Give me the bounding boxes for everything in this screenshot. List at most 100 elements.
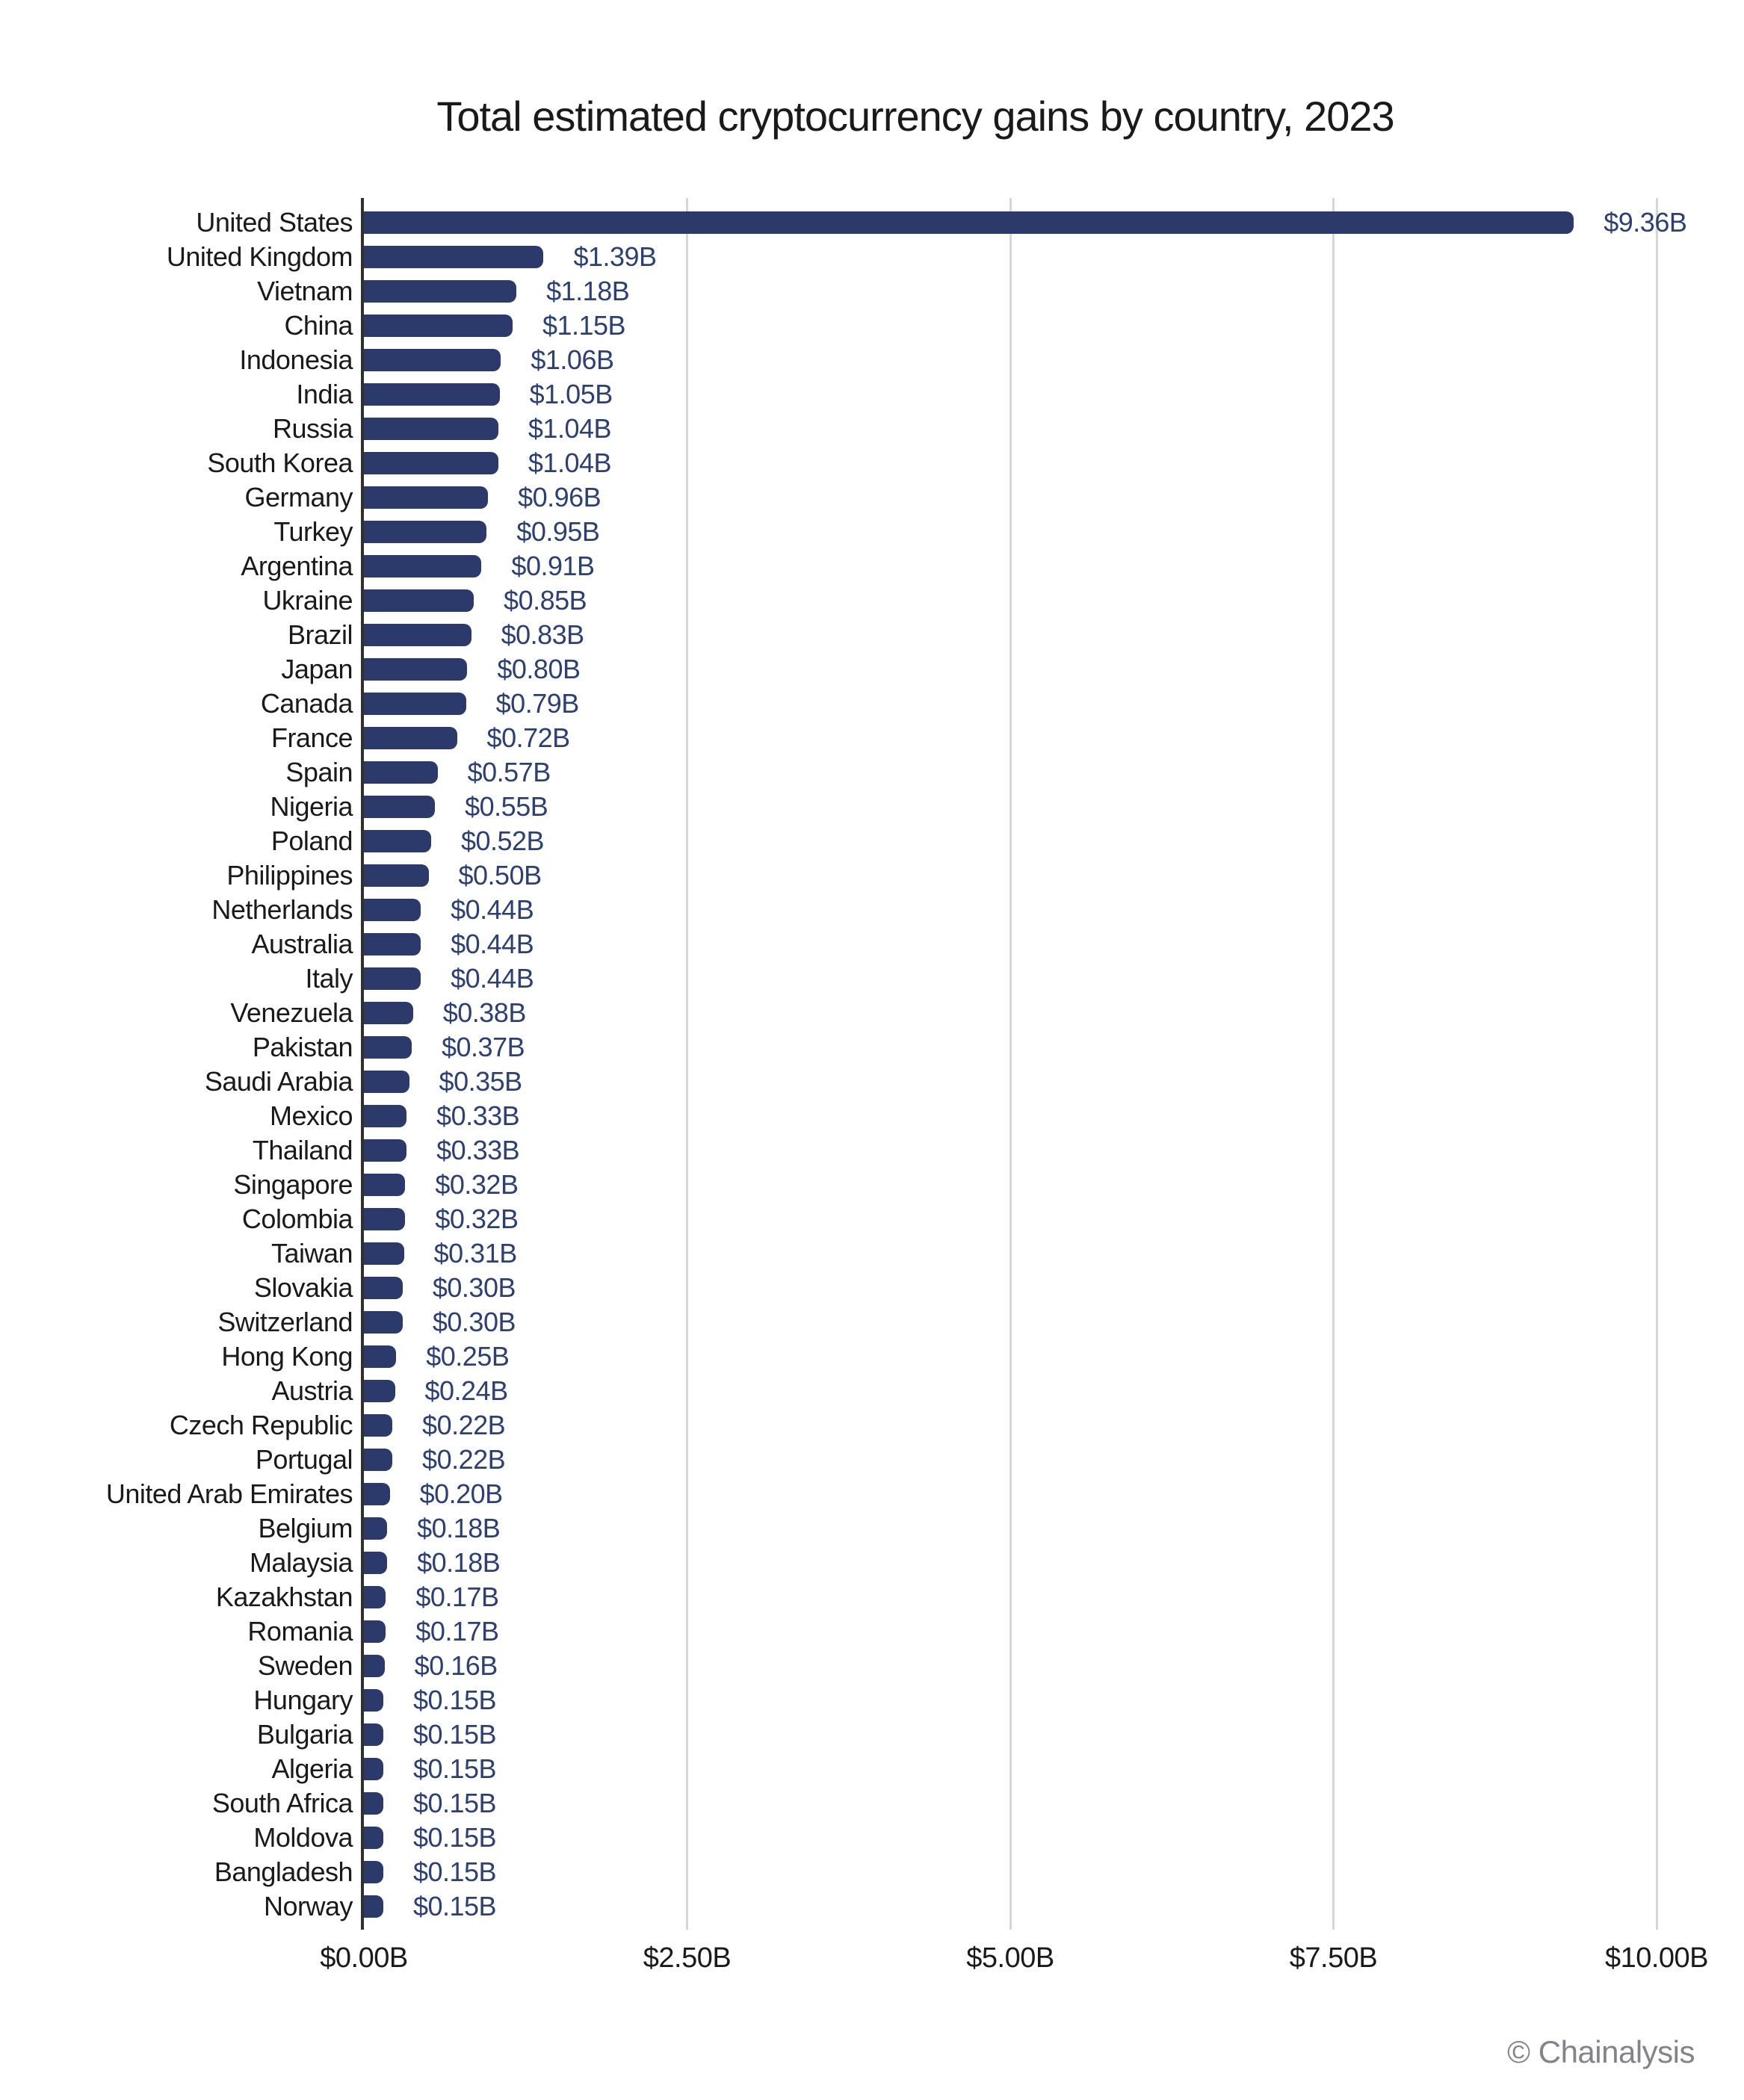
value-label: $0.32B bbox=[435, 1169, 519, 1200]
bar bbox=[364, 1483, 390, 1505]
bar bbox=[364, 1139, 407, 1162]
country-label: Australia bbox=[251, 929, 353, 959]
country-label: Bangladesh bbox=[214, 1856, 353, 1887]
value-label: $1.04B bbox=[528, 447, 612, 478]
value-label: $1.05B bbox=[529, 379, 613, 409]
bar bbox=[364, 933, 421, 955]
value-label: $0.91B bbox=[511, 551, 595, 581]
country-label: Japan bbox=[281, 654, 353, 684]
bar-row: United Kingdom $1.39B bbox=[0, 240, 1744, 274]
bar bbox=[364, 1174, 406, 1196]
value-label: $0.80B bbox=[497, 654, 581, 684]
bar bbox=[364, 486, 489, 509]
bar-row: Bangladesh $0.15B bbox=[0, 1855, 1744, 1889]
bar-row: United Arab Emirates $0.20B bbox=[0, 1477, 1744, 1511]
value-label: $0.44B bbox=[451, 894, 534, 925]
value-label: $0.20B bbox=[419, 1478, 504, 1509]
bar bbox=[364, 624, 471, 646]
bar bbox=[364, 1002, 413, 1024]
value-label: $0.52B bbox=[460, 826, 545, 856]
country-label: Argentina bbox=[241, 551, 353, 581]
x-tick-label: $7.50B bbox=[1289, 1942, 1378, 1974]
value-label: $0.25B bbox=[426, 1341, 510, 1372]
bar bbox=[364, 761, 438, 784]
country-label: Hong Kong bbox=[221, 1341, 353, 1372]
bar bbox=[364, 383, 500, 406]
value-label: $0.37B bbox=[442, 1032, 525, 1062]
bar bbox=[364, 1655, 385, 1677]
value-label: $1.18B bbox=[546, 276, 630, 306]
country-label: Hungary bbox=[253, 1685, 353, 1715]
value-label: $0.35B bbox=[439, 1066, 523, 1097]
bar-row: Norway $0.15B bbox=[0, 1889, 1744, 1924]
value-label: $0.15B bbox=[412, 1719, 497, 1750]
value-label: $0.85B bbox=[504, 585, 587, 616]
country-label: Philippines bbox=[226, 860, 353, 891]
country-label: Bulgaria bbox=[256, 1719, 353, 1750]
country-label: Algeria bbox=[271, 1753, 353, 1784]
value-label: $0.15B bbox=[412, 1788, 497, 1818]
country-label: Indonesia bbox=[239, 344, 353, 375]
country-label: Turkey bbox=[273, 516, 353, 547]
bar bbox=[364, 1861, 383, 1883]
country-label: United Kingdom bbox=[166, 241, 353, 272]
bar bbox=[364, 1071, 409, 1093]
country-label: Colombia bbox=[241, 1204, 353, 1234]
value-label: $0.31B bbox=[433, 1238, 518, 1269]
bar-row: Australia $0.44B bbox=[0, 927, 1744, 961]
bar-row: Turkey $0.95B bbox=[0, 515, 1744, 549]
bar-row: Switzerland $0.30B bbox=[0, 1305, 1744, 1339]
value-label: $0.17B bbox=[415, 1582, 499, 1612]
country-label: Venezuela bbox=[230, 997, 353, 1028]
bar bbox=[364, 1586, 386, 1608]
value-label: $0.44B bbox=[451, 929, 534, 959]
bar bbox=[364, 1105, 407, 1127]
bar bbox=[364, 727, 457, 749]
bar-row: Hong Kong $0.25B bbox=[0, 1339, 1744, 1374]
value-label: $0.33B bbox=[436, 1100, 520, 1131]
bar-row: Algeria $0.15B bbox=[0, 1752, 1744, 1786]
country-label: France bbox=[270, 722, 353, 753]
bar bbox=[364, 967, 421, 990]
bar bbox=[364, 418, 498, 440]
bar-row: Canada $0.79B bbox=[0, 687, 1744, 721]
value-label: $0.33B bbox=[436, 1135, 520, 1165]
gridline bbox=[1009, 198, 1012, 1930]
value-label: $0.16B bbox=[414, 1650, 498, 1681]
country-label: United Arab Emirates bbox=[105, 1478, 353, 1509]
chart-title: Total estimated cryptocurrency gains by … bbox=[436, 93, 1394, 140]
bar bbox=[364, 830, 431, 852]
country-label: Spain bbox=[285, 757, 353, 787]
bar-row: Czech Republic $0.22B bbox=[0, 1408, 1744, 1443]
bar-row: Brazil $0.83B bbox=[0, 618, 1744, 652]
bar bbox=[364, 1449, 393, 1471]
bar-row: Hungary $0.15B bbox=[0, 1683, 1744, 1718]
bar bbox=[364, 1380, 395, 1402]
bar bbox=[364, 452, 498, 474]
country-label: South Korea bbox=[207, 447, 353, 478]
bar bbox=[364, 1345, 397, 1368]
country-label: Sweden bbox=[257, 1650, 353, 1681]
value-label: $0.15B bbox=[412, 1822, 497, 1853]
value-label: $0.22B bbox=[422, 1410, 506, 1440]
value-label: $0.22B bbox=[422, 1444, 506, 1475]
country-label: Romania bbox=[247, 1616, 353, 1647]
bar-row: India $1.05B bbox=[0, 377, 1744, 412]
country-label: Brazil bbox=[287, 619, 353, 650]
bar bbox=[364, 1792, 383, 1815]
bar-row: Philippines $0.50B bbox=[0, 858, 1744, 893]
bar-row: Netherlands $0.44B bbox=[0, 893, 1744, 927]
country-label: Canada bbox=[260, 688, 353, 719]
value-label: $0.15B bbox=[412, 1856, 497, 1887]
bar bbox=[364, 1552, 388, 1574]
x-tick-label: $2.50B bbox=[643, 1942, 732, 1974]
bar-row: Argentina $0.91B bbox=[0, 549, 1744, 583]
bar-row: Pakistan $0.37B bbox=[0, 1030, 1744, 1065]
value-label: $1.06B bbox=[531, 344, 614, 375]
country-label: Switzerland bbox=[217, 1307, 353, 1337]
country-label: Slovakia bbox=[253, 1272, 353, 1303]
y-axis-line bbox=[361, 198, 364, 1930]
bar-row: France $0.72B bbox=[0, 721, 1744, 755]
country-label: Vietnam bbox=[257, 276, 353, 306]
